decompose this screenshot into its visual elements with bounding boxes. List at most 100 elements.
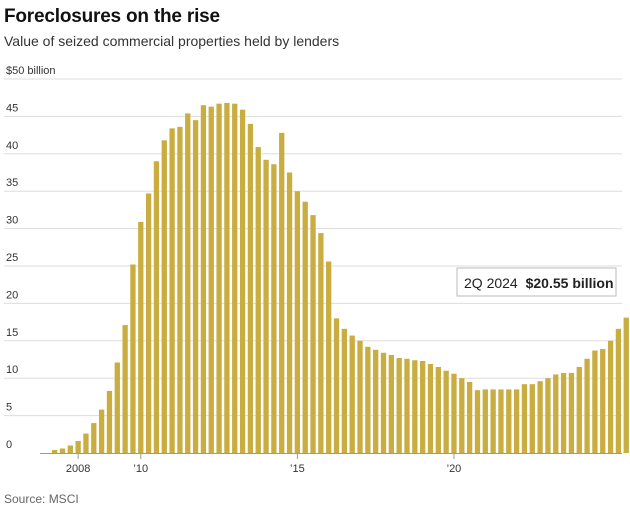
bar: 1Q 2010 [145, 193, 152, 453]
bar: 1Q 2007 [52, 450, 58, 453]
callout: 2Q 2024 $20.55 billion [456, 267, 617, 297]
bar: 1Q 2011 [177, 126, 183, 454]
bar: 2Q 2019 [435, 366, 441, 453]
y-tick-label: 35 [6, 177, 18, 189]
bar: 2Q 2020 [466, 381, 473, 453]
y-tick-label: 45 [6, 102, 18, 114]
bar: 2Q 2009 [122, 325, 128, 453]
bar: 1Q 2019 [427, 363, 434, 453]
bar: 3Q 2014 [286, 172, 293, 453]
bar: 1Q 2008 [83, 433, 89, 453]
y-tick-label: 25 [6, 252, 18, 264]
bar: 2Q 2011 [185, 113, 191, 453]
x-tick-label: ’15 [290, 463, 305, 475]
source-note: Source: MSCI [4, 492, 79, 506]
bar: 3Q 2019 [443, 370, 449, 453]
bar: 1Q 2016 [333, 318, 340, 453]
bar: 4Q 2023 [576, 366, 582, 453]
bar: 3Q 2008 [98, 409, 105, 453]
bar: 2Q 2015 [310, 215, 316, 453]
bar: 2Q 2012 [216, 103, 222, 454]
bar [623, 317, 629, 453]
y-tick-label: 10 [6, 364, 18, 376]
bar: 2Q 2014 [279, 132, 285, 454]
bar: 3Q 2010 [161, 140, 167, 453]
bar: 4Q 2019 [451, 373, 457, 453]
bar: 2Q 2008 [91, 423, 97, 453]
bar: 4Q 2014 [294, 191, 301, 453]
x-tick-label: ’20 [447, 463, 462, 475]
bar: 4Q 2011 [200, 105, 207, 454]
y-tick-label: 20 [6, 289, 18, 301]
callout-label: 2Q 2024 $20.55 billion [464, 275, 614, 291]
bar: 4Q 2020 [482, 389, 488, 453]
bar: 2Q 2013 [247, 123, 254, 453]
bar: 2Q 2007 [59, 448, 66, 453]
y-tick-label: 40 [6, 140, 18, 152]
bar: 4Q 2021 [513, 389, 520, 453]
bar: 3Q 2007 [67, 445, 73, 453]
callout-period: 2Q 2024 [464, 275, 518, 291]
bar: 1Q 2012 [208, 106, 214, 454]
bar: 1Q 2024 [584, 358, 590, 453]
bars: 1Q 20072Q 20073Q 20074Q 20071Q 20082Q 20… [52, 102, 629, 454]
bar [615, 328, 622, 453]
callout-value: $20.55 billion [526, 275, 614, 291]
bar: 4Q 2009 [138, 221, 144, 453]
bar: 1Q 2021 [490, 389, 496, 453]
bar [600, 349, 606, 453]
bar: 1Q 2009 [114, 362, 120, 453]
bar: 4Q 2018 [420, 361, 426, 453]
bar: 4Q 2022 [545, 378, 551, 453]
bar: 4Q 2013 [263, 159, 269, 453]
bar: 3Q 2011 [192, 120, 199, 453]
bar: 2Q 2010 [153, 161, 160, 453]
bar: 3Q 2012 [224, 102, 230, 453]
bar: 3Q 2018 [412, 360, 418, 453]
bar: 1Q 2017 [365, 346, 371, 453]
bar: 3Q 2020 [474, 390, 481, 453]
bar: 3Q 2015 [318, 233, 324, 453]
bar: 4Q 2010 [169, 128, 175, 453]
x-tick-label: ’10 [133, 463, 148, 475]
bar: 2Q 2018 [404, 358, 410, 453]
bar: 3Q 2022 [537, 381, 543, 453]
bar: 3Q 2009 [130, 264, 136, 453]
bar: 1Q 2023 [553, 374, 559, 453]
callout-box [456, 267, 617, 297]
chart-title: Foreclosures on the rise [4, 6, 220, 27]
bar: 3Q 2013 [255, 147, 261, 453]
bar: 1Q 2020 [459, 378, 465, 453]
bar: 2Q 2023 [560, 372, 567, 453]
y-tick-label: 30 [6, 215, 18, 227]
bar: 4Q 2017 [388, 355, 394, 453]
chart-subtitle: Value of seized commercial properties he… [4, 33, 340, 49]
bar [607, 340, 614, 453]
bar: 1Q 2013 [239, 109, 246, 454]
y-tick-label: $50 billion [6, 65, 56, 77]
y-tick-label: 5 [6, 402, 12, 414]
x-tick-label: 2008 [66, 463, 90, 475]
bar: 3Q 2021 [506, 389, 512, 453]
bar: 3Q 2017 [380, 352, 387, 453]
bar: 3Q 2016 [349, 335, 355, 453]
axes: 2008 ’10 ’15 ’20 [40, 453, 622, 475]
bar: 2Q 2022 [529, 384, 535, 453]
bar: 4Q 2007 [75, 441, 81, 453]
y-tick-label: 0 [6, 439, 12, 451]
bar: 3Q 2023 [568, 372, 575, 453]
bar: 2Q 2024 [592, 350, 598, 453]
bar: 2Q 2017 [373, 349, 379, 453]
bar: 4Q 2016 [357, 340, 363, 453]
bar: 2Q 2021 [498, 389, 504, 453]
bar: 4Q 2015 [326, 261, 332, 453]
bar: 1Q 2015 [302, 201, 308, 453]
bar: 4Q 2008 [106, 390, 113, 453]
bar: 2Q 2016 [341, 328, 348, 453]
bar: 1Q 2014 [271, 164, 277, 453]
bar: 4Q 2012 [232, 103, 238, 454]
bar: 1Q 2022 [521, 384, 528, 453]
bar: 1Q 2018 [396, 358, 402, 453]
y-tick-label: 15 [6, 327, 18, 339]
